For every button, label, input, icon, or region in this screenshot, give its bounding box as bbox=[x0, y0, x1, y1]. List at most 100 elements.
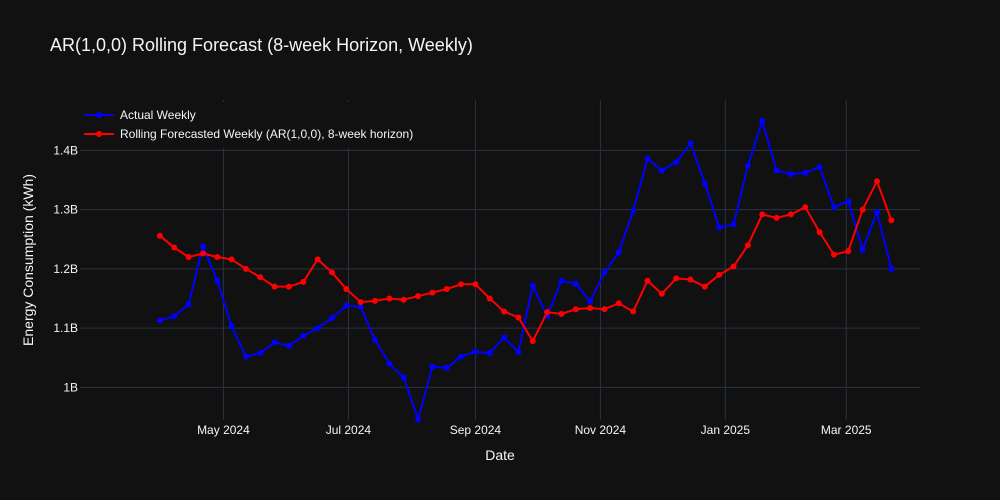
data-point[interactable] bbox=[329, 269, 335, 276]
data-point[interactable] bbox=[615, 249, 622, 256]
data-point[interactable] bbox=[314, 256, 321, 263]
data-point[interactable] bbox=[773, 214, 780, 221]
data-point[interactable] bbox=[787, 171, 794, 178]
data-point[interactable] bbox=[873, 178, 880, 185]
data-point[interactable] bbox=[673, 275, 680, 282]
data-point[interactable] bbox=[285, 342, 292, 349]
data-point[interactable] bbox=[701, 180, 708, 187]
data-point[interactable] bbox=[716, 224, 723, 231]
data-point[interactable] bbox=[888, 217, 895, 224]
data-point[interactable] bbox=[873, 209, 880, 215]
data-point[interactable] bbox=[171, 244, 178, 251]
data-point[interactable] bbox=[357, 303, 364, 310]
data-point[interactable] bbox=[572, 280, 579, 287]
data-point[interactable] bbox=[443, 364, 450, 371]
data-point[interactable] bbox=[271, 339, 278, 346]
data-point[interactable] bbox=[372, 297, 379, 304]
data-point[interactable] bbox=[357, 299, 364, 306]
data-point[interactable] bbox=[744, 242, 751, 249]
data-point[interactable] bbox=[644, 155, 651, 162]
data-point[interactable] bbox=[615, 300, 622, 307]
data-point[interactable] bbox=[501, 334, 508, 341]
data-point[interactable] bbox=[529, 338, 536, 345]
data-point[interactable] bbox=[199, 250, 206, 257]
data-point[interactable] bbox=[271, 283, 278, 290]
data-point[interactable] bbox=[429, 289, 436, 296]
data-point[interactable] bbox=[888, 265, 895, 272]
data-point[interactable] bbox=[415, 416, 422, 423]
data-point[interactable] bbox=[630, 308, 637, 315]
data-point[interactable] bbox=[156, 317, 163, 324]
data-point[interactable] bbox=[257, 350, 264, 357]
data-point[interactable] bbox=[257, 274, 264, 281]
data-point[interactable] bbox=[529, 282, 536, 289]
data-point[interactable] bbox=[802, 204, 809, 211]
data-point[interactable] bbox=[787, 211, 794, 218]
data-point[interactable] bbox=[515, 314, 522, 321]
data-point[interactable] bbox=[730, 221, 737, 228]
data-point[interactable] bbox=[300, 278, 307, 285]
data-point[interactable] bbox=[687, 276, 694, 283]
data-point[interactable] bbox=[400, 374, 407, 381]
data-point[interactable] bbox=[658, 167, 665, 174]
data-point[interactable] bbox=[687, 140, 694, 147]
data-point[interactable] bbox=[501, 308, 508, 315]
data-point[interactable] bbox=[458, 353, 465, 360]
data-point[interactable] bbox=[285, 283, 292, 290]
data-point[interactable] bbox=[759, 211, 766, 218]
data-point[interactable] bbox=[845, 198, 852, 205]
data-point[interactable] bbox=[486, 295, 493, 302]
data-point[interactable] bbox=[429, 363, 436, 370]
data-point[interactable] bbox=[329, 315, 335, 322]
data-point[interactable] bbox=[859, 246, 866, 253]
data-point[interactable] bbox=[773, 167, 780, 174]
data-point[interactable] bbox=[171, 313, 178, 320]
data-point[interactable] bbox=[199, 243, 206, 250]
data-point[interactable] bbox=[242, 353, 249, 360]
data-point[interactable] bbox=[587, 305, 594, 311]
data-point[interactable] bbox=[156, 232, 163, 239]
data-point[interactable] bbox=[716, 271, 723, 278]
data-point[interactable] bbox=[472, 348, 479, 355]
data-point[interactable] bbox=[644, 277, 651, 284]
data-point[interactable] bbox=[242, 265, 249, 272]
data-point[interactable] bbox=[386, 360, 393, 367]
data-point[interactable] bbox=[228, 256, 235, 263]
data-point[interactable] bbox=[845, 248, 852, 255]
data-point[interactable] bbox=[630, 207, 637, 214]
data-point[interactable] bbox=[458, 281, 465, 288]
data-point[interactable] bbox=[587, 298, 594, 305]
data-point[interactable] bbox=[759, 117, 766, 124]
data-point[interactable] bbox=[214, 277, 221, 284]
data-point[interactable] bbox=[214, 254, 221, 261]
data-point[interactable] bbox=[228, 323, 235, 330]
data-point[interactable] bbox=[515, 348, 522, 355]
data-point[interactable] bbox=[601, 306, 608, 313]
data-point[interactable] bbox=[816, 229, 823, 236]
data-point[interactable] bbox=[415, 293, 422, 300]
data-point[interactable] bbox=[859, 206, 866, 213]
data-point[interactable] bbox=[658, 290, 665, 297]
data-point[interactable] bbox=[443, 286, 450, 293]
data-point[interactable] bbox=[730, 263, 737, 270]
data-point[interactable] bbox=[601, 269, 608, 276]
data-point[interactable] bbox=[185, 254, 192, 261]
data-point[interactable] bbox=[400, 296, 407, 303]
data-point[interactable] bbox=[472, 281, 479, 288]
data-point[interactable] bbox=[314, 325, 321, 332]
data-point[interactable] bbox=[343, 302, 350, 309]
data-point[interactable] bbox=[830, 251, 837, 258]
data-point[interactable] bbox=[544, 309, 551, 316]
data-point[interactable] bbox=[300, 332, 307, 339]
data-point[interactable] bbox=[558, 310, 565, 317]
data-point[interactable] bbox=[830, 204, 837, 211]
data-point[interactable] bbox=[372, 337, 379, 343]
data-point[interactable] bbox=[558, 277, 565, 284]
data-point[interactable] bbox=[343, 286, 350, 293]
data-point[interactable] bbox=[673, 159, 680, 166]
data-point[interactable] bbox=[816, 163, 823, 170]
data-point[interactable] bbox=[572, 306, 579, 313]
data-point[interactable] bbox=[701, 283, 708, 290]
data-point[interactable] bbox=[486, 350, 493, 357]
data-point[interactable] bbox=[185, 301, 192, 308]
